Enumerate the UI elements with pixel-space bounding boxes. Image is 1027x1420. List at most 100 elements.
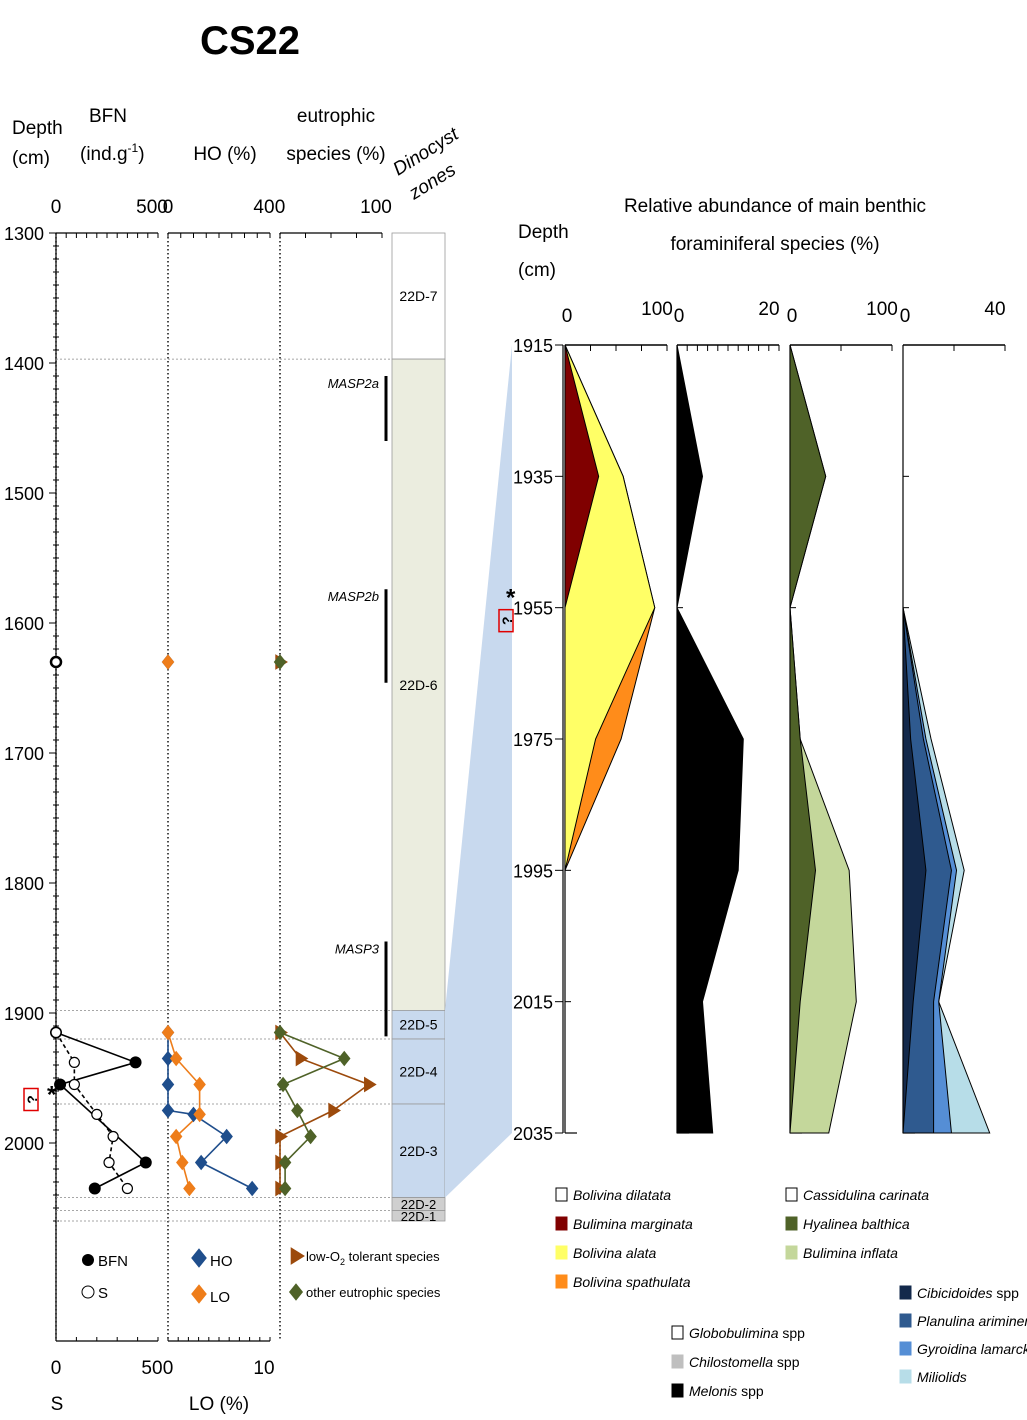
ho-point [161,1050,175,1067]
legend-planulina-ariminensis-label: Planulina ariminensis [917,1313,1027,1329]
right-marker-asterisk: * [506,585,516,612]
masp-label: MASP3 [335,942,380,957]
bfn-point [88,1182,101,1195]
lo-point [183,1180,196,1197]
bfn-line [55,1031,148,1190]
ho-point [161,1102,175,1119]
panel-tick-label: 0 [562,306,573,327]
zone-box [391,1010,446,1040]
bfn-point [129,1056,142,1069]
legend-chilostomella-spp-swatch [671,1354,684,1369]
low-o2-point [295,1050,309,1067]
depth-tick-label: 1900 [4,1004,44,1024]
right-depth-tick-label: 1935 [513,467,553,487]
legend-melonis-spp-swatch [671,1383,684,1398]
eutrophic-label-line1: eutrophic [297,106,375,127]
bfn-bottom-tick-label: 50 [141,1358,162,1379]
ho-point [161,1076,175,1093]
right-marker-box [498,608,514,633]
legend-low-o2-label: low-O2 tolerant species [306,1249,440,1267]
low-o2-point [275,1128,288,1145]
s-point [68,1056,80,1069]
legend-ho-label: HO [210,1253,233,1270]
lo-point [169,1050,183,1067]
bfn-point [54,1078,67,1091]
lo-point [176,1154,189,1171]
lo-point [169,1128,183,1145]
ho-bottom-tick-label: 0 [163,1358,174,1379]
legend-bulimina-marginata-label: Bulimina marginata [573,1216,693,1232]
ho-bottom-tick-label: 10 [253,1358,274,1379]
legend-gyroidina-lamarckiana-label: Gyroidina lamarckiana [917,1341,1027,1357]
depth-label-line2: (cm) [12,148,50,169]
legend-cibicidoides-spp-label: Cibicidoides spp [917,1285,1019,1301]
bfn-point [139,1156,152,1169]
legend-bulimina-marginata-swatch [555,1216,568,1231]
legend-hyalinea-balthica-label: Hyalinea balthica [803,1216,910,1232]
legend-bolivina-dilatata-label: Bolivina dilatata [573,1187,671,1203]
lo-point [161,1024,175,1041]
legend-hyalinea-balthica-swatch [785,1216,798,1231]
marker-box [23,1087,39,1112]
right-depth-label-line2: (cm) [518,260,556,281]
zone-label: 22D-5 [399,1017,437,1033]
legend-bfn-label: BFN [98,1253,128,1270]
s-point [121,1182,134,1195]
bfn-label-line1: BFN [89,106,127,127]
s-point [50,1026,62,1039]
bfn-bottom-axis-title: S [51,1394,64,1415]
area-hyalinea-balthica [789,344,827,1134]
s-point [107,1130,119,1143]
right-depth-tick-label: 1995 [513,861,553,881]
other-eutrophic-point [278,1180,292,1197]
legend-bolivina-alata-swatch [555,1245,568,1260]
legend-chilostomella-spp-label: Chilostomella spp [689,1354,800,1370]
bfn-top-tick-label: 0 [51,197,62,218]
legend-other-eutrophic-symbol [288,1283,304,1301]
right-title-line2: foraminiferal species (%) [670,234,879,255]
legend-s-label: S [98,1285,108,1302]
zone-box [391,1103,446,1198]
ho-label: HO (%) [193,144,256,165]
legend-other-eutrophic-label: other eutrophic species [306,1285,441,1300]
depth-tick-label: 1500 [4,484,44,504]
lo-point [193,1106,206,1123]
right-depth-tick-label: 2035 [513,1124,553,1144]
ho-top-tick-label: 40 [253,197,274,218]
ho-point [245,1180,259,1197]
right-depth-tick-label: 2015 [513,993,553,1013]
bfn-top-tick-label: 500 [136,197,168,218]
legend-ho-symbol [191,1248,207,1268]
legend-cassidulina-carinata-label: Cassidulina carinata [803,1187,929,1203]
ho-top-tick-label: 0 [163,197,174,218]
eutrophic-label-line2: species (%) [286,144,385,165]
legend-s-symbol [81,1285,95,1299]
zone-label: 22D-6 [399,677,437,693]
figure-title: CS22 [200,19,300,63]
lo-point [161,654,175,670]
lo-point [193,1076,206,1093]
zone-box [391,1210,446,1222]
other-eutrophic-point [338,1050,351,1067]
depth-tick-label: 1600 [4,614,44,634]
legend-gyroidina-lamarckiana-swatch [899,1341,912,1356]
legend-bolivina-spathulata-swatch [555,1274,568,1289]
right-panel: Relative abundance of main benthic forami… [498,196,1027,1399]
s-point [103,1156,115,1169]
other-eutrophic-point [273,654,287,670]
legend-cassidulina-carinata-swatch [785,1187,798,1202]
zoom-connector [445,345,512,1198]
s-point [68,1078,80,1091]
panel-tick-label: 100 [641,299,673,320]
masp-label: MASP2a [328,376,379,391]
panel-tick-label: 0 [787,306,798,327]
depth-label-line1: Depth [12,118,63,139]
panel-tick-label: 0 [900,306,911,327]
area-cibicidoides-spp [902,345,927,1134]
ho-bottom-axis-title: LO (%) [189,1394,249,1415]
masp-label: MASP2b [328,589,379,604]
s-point [91,1108,103,1121]
legend-globobulimina-spp-swatch [671,1325,684,1340]
low-o2-point [328,1102,341,1119]
depth-tick-label: 1300 [4,224,44,244]
